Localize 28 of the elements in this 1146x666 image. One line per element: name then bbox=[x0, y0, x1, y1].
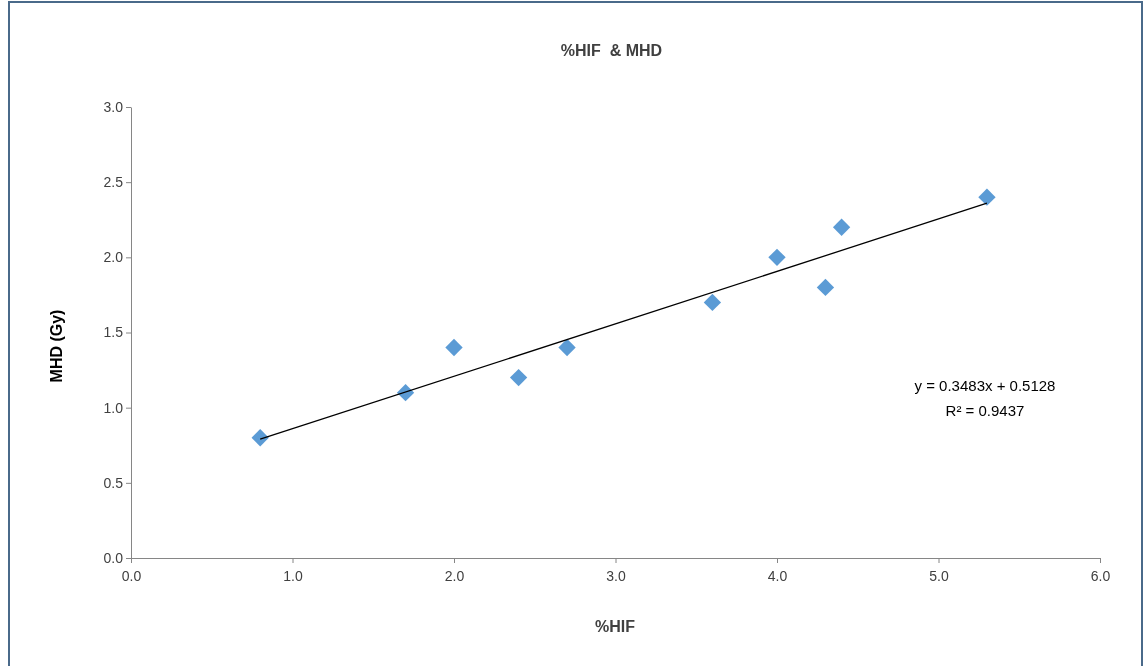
point bbox=[768, 248, 786, 266]
y-axis-title: MHD (Gy) bbox=[48, 309, 65, 383]
point bbox=[978, 188, 996, 206]
y-tick-label: 2.0 bbox=[103, 249, 124, 266]
y-tick-label: 0.5 bbox=[103, 474, 124, 491]
y-tick-label: 2.5 bbox=[103, 174, 124, 191]
x-tick-label: 6.0 bbox=[1090, 568, 1111, 585]
x-tick-label: 4.0 bbox=[767, 568, 788, 585]
annotation: y = 0.3483x + 0.5128 bbox=[914, 377, 1056, 394]
x-axis-title: %HIF bbox=[595, 618, 636, 635]
annotation: R² = 0.9437 bbox=[945, 402, 1025, 419]
point bbox=[816, 278, 835, 297]
chart-title: %HIF & MHD bbox=[560, 42, 663, 59]
x-tick-label: 2.0 bbox=[444, 568, 465, 585]
point bbox=[509, 368, 528, 387]
y-tick-label: 3.0 bbox=[103, 98, 124, 115]
y-tick-label: 0.0 bbox=[103, 549, 124, 566]
point bbox=[832, 218, 851, 236]
point bbox=[703, 293, 722, 312]
x-tick-label: 0.0 bbox=[121, 568, 142, 585]
x-tick-label: 5.0 bbox=[929, 568, 949, 585]
point bbox=[251, 429, 269, 447]
x-tick-label: 1.0 bbox=[283, 568, 303, 585]
y-tick-label: 1.0 bbox=[103, 399, 124, 416]
point bbox=[445, 338, 463, 357]
y-tick-label: 1.5 bbox=[103, 324, 124, 341]
point bbox=[558, 338, 576, 357]
x-tick-label: 3.0 bbox=[606, 568, 626, 585]
